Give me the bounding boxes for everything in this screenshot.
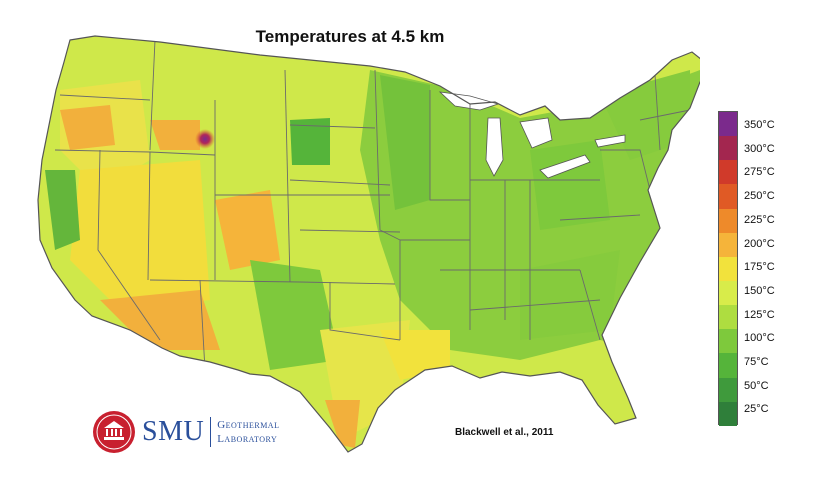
idaho-hot-zone [150,120,200,150]
legend-label: 200°C [744,237,775,250]
legend-swatch [719,112,737,137]
legend-swatch [719,208,737,233]
legend-label: 225°C [744,213,775,226]
oregon-hot-zone [60,105,115,150]
legend-label: 275°C [744,166,775,179]
lake-erie [539,154,591,179]
legend-label: 50°C [744,379,769,392]
legend-swatch [719,305,737,330]
legend-swatch [719,232,737,257]
lake-michigan [485,117,504,177]
legend-swatch [719,377,737,402]
legend-swatch [719,256,737,281]
smu-seal-icon [93,411,135,453]
south-texas-hot-zone [325,400,360,448]
yellowstone-hot-spot [195,129,215,149]
ohio-cool-zone [530,140,610,230]
logo-name: SMU [142,416,205,447]
legend-label: 100°C [744,332,775,345]
lake-huron [519,117,553,149]
colorado-hot-zone [215,190,280,270]
legend-swatch [719,184,737,209]
legend-label: 175°C [744,261,775,274]
new-mexico-cool-zone [250,260,340,370]
dakota-cool-zone [290,118,330,165]
legend-swatch [719,160,737,185]
legend-label: 25°C [744,403,769,416]
citation: Blackwell et al., 2011 [455,427,554,438]
temperature-legend: 350°C 300°C 275°C 250°C 225°C 200°C 175°C 150°C… [718,111,818,427]
legend-label: 125°C [744,308,775,321]
legend-label: 150°C [744,284,775,297]
central-valley-cool-zone [45,170,80,250]
legend-label: 350°C [744,119,775,131]
legend-color-bar [718,111,738,426]
legend-swatch [719,353,737,378]
logo-line1: Geothermal [217,419,280,431]
great-lakes [438,91,626,179]
great-basin-warm-zone [70,160,210,310]
state-borders [54,39,691,371]
logo-lab-text: Geothermal Laboratory [217,418,279,446]
smu-logo: SMU Geothermal Laboratory [92,410,279,454]
legend-label: 300°C [744,142,775,155]
minnesota-cool-zone [380,75,430,210]
legend-swatch [719,136,737,161]
logo-line2: Laboratory [217,433,278,445]
us-temperature-map [37,35,700,453]
gulf-coast-warm-zone [380,330,450,380]
arizona-hot-zone [100,290,220,350]
map-title: Temperatures at 4.5 km [255,27,445,46]
logo-divider [210,417,212,447]
legend-swatch [719,280,737,306]
legend-swatch [719,401,737,426]
us-outline [37,35,700,453]
lake-superior [438,91,500,111]
legend-swatch [719,329,737,354]
legend-label: 75°C [744,356,769,368]
southeast-cool-zone [520,250,620,340]
lake-ontario [594,134,626,148]
legend-label: 250°C [744,190,775,203]
